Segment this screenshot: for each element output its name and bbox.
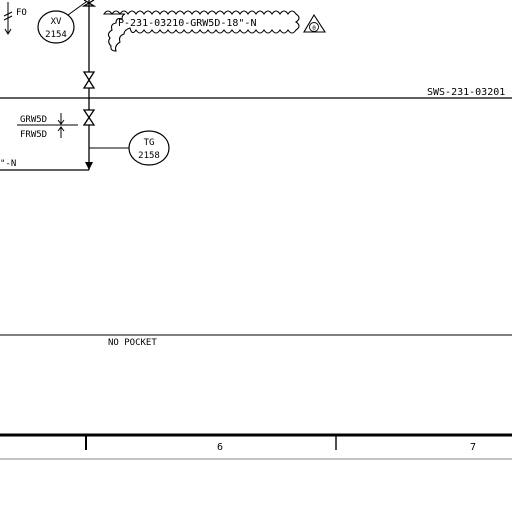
revision-mark: 0: [312, 25, 316, 32]
xv-number-label: 2154: [45, 30, 67, 40]
frw-tag-label: FRW5D: [20, 130, 47, 140]
grw-tag-label: GRW5D: [20, 115, 47, 125]
gate-valve-lower-icon: [84, 110, 94, 125]
left-line-tail-label: "-N: [0, 159, 16, 169]
tg-number-label: 2158: [138, 151, 160, 161]
flow-arrow-icon: [85, 162, 93, 170]
frw-up-arrow-icon: [58, 127, 64, 138]
gate-valve-upper-icon: [84, 72, 94, 88]
drawing-reference-label: SWS-231-03201: [427, 87, 505, 98]
line-number-label: P-231-03210-GRW5D-18"-N: [118, 18, 256, 29]
xv-tag-label: XV: [51, 17, 62, 27]
zone-number-7: 7: [470, 442, 476, 453]
grw-down-arrow-icon: [58, 113, 64, 124]
no-pocket-note: NO POCKET: [108, 338, 157, 348]
fail-open-label: FO: [16, 8, 27, 18]
tg-tag-label: TG: [144, 138, 155, 148]
fail-open-arrow-icon: [4, 2, 12, 34]
zone-number-6: 6: [217, 442, 223, 453]
revision-cloud: [104, 11, 299, 51]
